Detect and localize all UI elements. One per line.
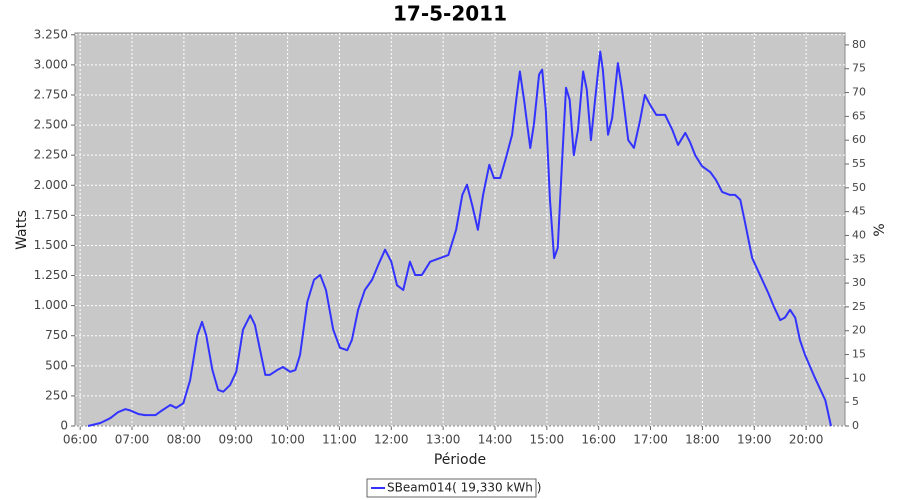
y-tick-label: 1.750	[34, 208, 68, 222]
y-tick-label: 3.250	[34, 27, 68, 41]
y-tick-label: 2.250	[34, 148, 68, 162]
y2-tick-label: 30	[852, 276, 866, 289]
series-line	[87, 50, 832, 427]
x-tick-label: 18:00	[685, 433, 720, 447]
chart-title: 17-5-2011	[393, 2, 507, 26]
y-tick-label: 1.000	[34, 298, 68, 312]
y2-tick-label: 25	[852, 300, 866, 313]
x-tick-label: 19:00	[737, 433, 772, 447]
x-tick-label: 12:00	[374, 433, 409, 447]
y-tick-label: 1.500	[34, 238, 68, 252]
x-tick-label: 16:00	[581, 433, 616, 447]
y-tick-label: 750	[45, 328, 68, 342]
y-tick-label: 2.000	[34, 178, 68, 192]
x-tick-label: 08:00	[167, 433, 202, 447]
x-tick-label: 13:00	[426, 433, 461, 447]
y2-tick-label: 10	[852, 371, 866, 384]
y-tick-label: 2.750	[34, 87, 68, 101]
x-tick-label: 09:00	[218, 433, 253, 447]
y2-tick-label: 15	[852, 348, 866, 361]
y2-tick-label: 5	[852, 395, 859, 408]
y2-axis-title: %	[872, 223, 888, 236]
x-tick-label: 15:00	[530, 433, 565, 447]
x-tick-label: 06:00	[63, 433, 98, 447]
y2-tick-label: 50	[852, 181, 866, 194]
y2-tick-label: 80	[852, 38, 866, 51]
y2-tick-label: 60	[852, 133, 866, 146]
y2-tick-label: 70	[852, 86, 866, 99]
y-tick-label: 1.250	[34, 268, 68, 282]
x-tick-label: 11:00	[322, 433, 357, 447]
y2-tick-label: 35	[852, 252, 866, 265]
y-tick-label: 500	[45, 358, 68, 372]
y2-tick-label: 55	[852, 157, 866, 170]
y2-tick-label: 45	[852, 205, 866, 218]
y2-tick-label: 65	[852, 109, 866, 122]
legend-box	[366, 478, 537, 498]
x-axis-title: Période	[434, 452, 486, 468]
y-tick-label: 2.500	[34, 118, 68, 132]
x-tick-label: 14:00	[478, 433, 513, 447]
y2-tick-label: 75	[852, 62, 866, 75]
legend-label: SBeam014( 19,330 kWh )	[387, 481, 541, 495]
y2-tick-label: 0	[852, 419, 859, 432]
y-tick-label: 0	[60, 419, 68, 433]
x-tick-label: 07:00	[115, 433, 150, 447]
y2-tick-label: 40	[852, 228, 866, 241]
x-tick-label: 17:00	[633, 433, 668, 447]
x-tick-label: 10:00	[270, 433, 305, 447]
y-tick-label: 250	[45, 388, 68, 402]
y2-tick-label: 20	[852, 324, 866, 337]
y-axis-title: Watts	[14, 210, 30, 250]
y-tick-label: 3.000	[34, 57, 68, 71]
x-tick-label: 20:00	[789, 433, 824, 447]
plot-area	[74, 32, 846, 427]
